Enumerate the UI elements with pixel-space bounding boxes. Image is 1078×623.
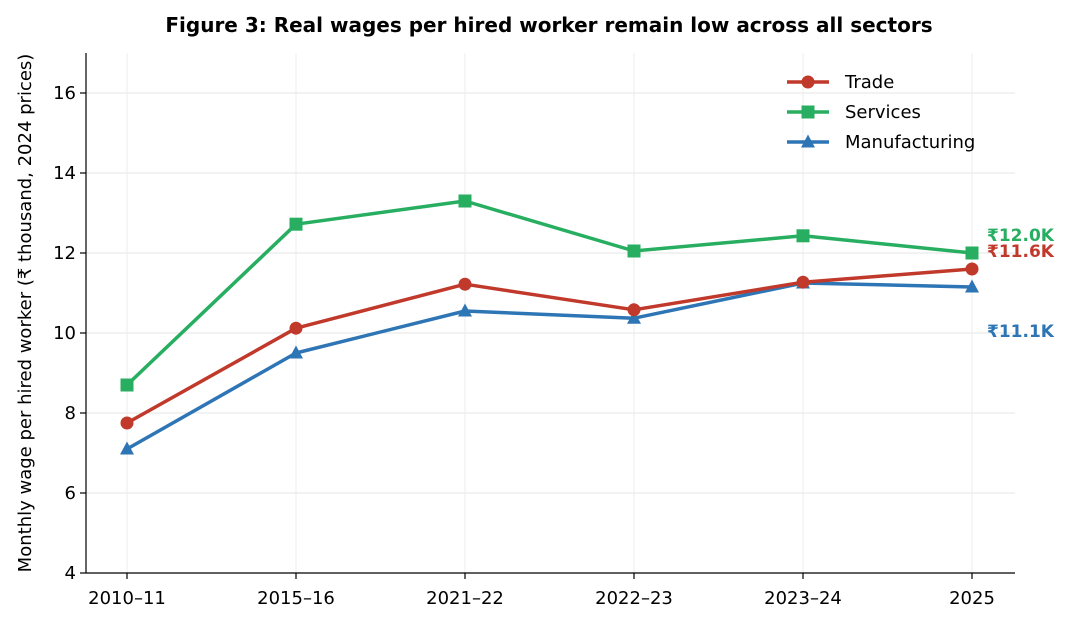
x-tick-label: 2010–11 <box>88 588 166 609</box>
y-axis-label: Monthly wage per hired worker (₹ thousan… <box>15 54 36 573</box>
trade-point <box>627 303 641 317</box>
x-tick-label: 2022–23 <box>595 588 673 609</box>
legend-label: Manufacturing <box>845 132 975 153</box>
legend: Trade Services Manufacturing <box>787 72 975 153</box>
x-tick-label: 2015–16 <box>257 588 335 609</box>
manufacturing-point <box>289 345 303 359</box>
legend-marker <box>801 105 815 119</box>
trade-point <box>965 262 979 276</box>
y-tick-label: 10 <box>53 323 76 344</box>
x-tick-label: 2023–24 <box>764 588 842 609</box>
legend-item-manufacturing: Manufacturing <box>787 132 975 153</box>
series-manufacturing <box>120 275 979 455</box>
axes <box>85 53 1015 574</box>
legend-marker <box>801 75 815 89</box>
series-trade <box>120 262 979 430</box>
y-tick-label: 4 <box>65 563 76 584</box>
x-tick-label: 2025 <box>949 588 995 609</box>
manufacturing-point <box>965 279 979 293</box>
y-tick-label: 12 <box>53 243 76 264</box>
trade-end-label: ₹11.6K <box>987 242 1055 262</box>
services-point <box>289 217 303 231</box>
manufacturing-point <box>120 441 134 455</box>
y-tick-label: 6 <box>65 483 76 504</box>
x-ticks: 2010–11 2015–16 2021–22 2022–23 2023–24 2025 <box>88 573 995 609</box>
trade-line <box>126 267 973 425</box>
trade-point <box>458 277 472 291</box>
services-line <box>125 199 973 387</box>
series-group <box>120 194 979 455</box>
y-tick-label: 16 <box>53 83 76 104</box>
y-ticks: 4 6 8 10 12 14 16 <box>53 83 86 584</box>
manufacturing-point <box>458 303 472 317</box>
manufacturing-point <box>627 310 641 324</box>
x-tick-label: 2021–22 <box>426 588 504 609</box>
y-tick-label: 8 <box>65 403 76 424</box>
services-point <box>965 246 979 260</box>
services-point <box>120 378 134 392</box>
services-end-label: ₹12.0K <box>987 226 1055 246</box>
trade-point <box>120 416 134 430</box>
grid <box>86 53 1015 573</box>
legend-label: Services <box>845 102 921 123</box>
services-point <box>458 194 472 208</box>
y-tick-label: 14 <box>53 163 76 184</box>
legend-marker <box>801 134 815 148</box>
series-services <box>120 194 979 392</box>
legend-item-services: Services <box>787 102 921 123</box>
trade-point <box>796 275 810 289</box>
end-labels: ₹11.6K₹12.0K ₹11.1K <box>987 226 1055 342</box>
legend-label: Trade <box>844 72 894 93</box>
legend-item-trade: Trade <box>787 72 894 93</box>
chart-title: Figure 3: Real wages per hired worker re… <box>165 13 932 37</box>
manufacturing-line <box>126 281 973 451</box>
trade-point <box>289 321 303 335</box>
services-point <box>627 244 641 258</box>
manufacturing-end-label: ₹11.1K <box>987 322 1055 342</box>
services-point <box>796 229 810 243</box>
